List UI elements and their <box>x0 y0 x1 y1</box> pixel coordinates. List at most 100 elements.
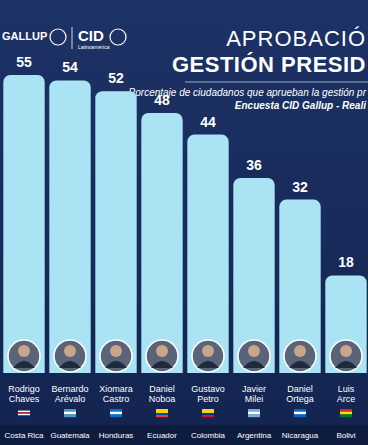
bar <box>141 113 182 373</box>
flags <box>18 409 352 417</box>
tick-label: DanielOrtega <box>286 384 314 404</box>
tick-label: RodrigoChaves <box>8 384 40 404</box>
portraits <box>8 340 362 372</box>
data-labels: 55 54 52 48 44 36 32 18 <box>16 54 354 270</box>
flag-stripe <box>294 412 306 415</box>
bar <box>325 275 366 373</box>
flag-stripe <box>18 412 30 414</box>
tick: GustavoPetro <box>191 384 225 404</box>
flag-stripe <box>202 413 214 415</box>
country-label: Nicaragua <box>282 431 319 440</box>
portrait-face <box>248 345 260 357</box>
country-label: Costa Rica <box>4 431 44 440</box>
flag-stripe <box>18 411 30 413</box>
portrait-body <box>59 361 81 368</box>
chart: GALLUP CIDLatinoamérica APROBACIÓGESTIÓN P… <box>0 0 368 445</box>
portrait-body <box>289 361 311 368</box>
bar <box>279 200 320 373</box>
data-label: 18 <box>338 254 354 270</box>
data-label: 54 <box>62 59 78 75</box>
data-label: 55 <box>16 54 32 70</box>
flag-stripe <box>64 414 76 417</box>
tick: DanielOrtega <box>286 384 314 404</box>
flag-stripe <box>110 409 122 412</box>
data-label: 52 <box>108 70 124 86</box>
title: GESTIÓN PRESID <box>172 52 366 77</box>
logo-globe <box>110 29 126 45</box>
subtitle: Encuesta CID Gallup - Reali <box>235 100 366 111</box>
flag-stripe <box>156 413 168 415</box>
country-label: Colombia <box>191 431 225 440</box>
portrait <box>146 340 178 372</box>
portrait <box>192 340 224 372</box>
title: APROBACIÓ <box>226 26 366 51</box>
portrait-body <box>197 361 219 368</box>
data-label: 32 <box>292 179 308 195</box>
flag-stripe <box>202 411 214 413</box>
flag-stripe <box>294 409 306 412</box>
bar <box>3 75 44 373</box>
portrait-face <box>202 345 214 357</box>
logo-divider <box>72 27 73 49</box>
portrait <box>330 340 362 372</box>
logo-text: CID <box>78 27 104 44</box>
tick: JavierMilei <box>242 384 266 404</box>
background <box>0 0 368 445</box>
flag-stripe <box>156 411 168 413</box>
portrait-body <box>13 361 35 368</box>
flag-stripe <box>110 412 122 415</box>
tick-label: JavierMilei <box>242 384 266 404</box>
flag-stripe <box>64 412 76 415</box>
portrait <box>284 340 316 372</box>
country-strip <box>0 425 368 445</box>
flag-stripe <box>340 412 352 415</box>
country-label: Honduras <box>99 431 134 440</box>
portrait-face <box>64 345 76 357</box>
flag-stripe <box>18 409 30 411</box>
country-label: Ecuador <box>147 431 177 440</box>
country-label: Bolivi <box>336 431 355 440</box>
logo-text: Latinoamérica <box>78 44 110 50</box>
portrait-face <box>110 345 122 357</box>
tick-label: DanielNoboa <box>149 384 176 404</box>
tick: LuisArce <box>337 384 356 404</box>
portrait <box>54 340 86 372</box>
tick-label: XiomaraCastro <box>99 384 133 404</box>
flag-stripe <box>156 415 168 417</box>
bars <box>3 75 366 373</box>
data-label: 48 <box>154 92 170 108</box>
data-label: 36 <box>246 157 262 173</box>
flag-stripe <box>248 409 260 412</box>
portrait-body <box>335 361 357 368</box>
tick: RodrigoChaves <box>8 384 40 404</box>
portrait-face <box>18 345 30 357</box>
flag-stripe <box>340 414 352 417</box>
portrait-face <box>340 345 352 357</box>
portrait <box>100 340 132 372</box>
title-rule <box>185 82 368 83</box>
tick: BernardoArévalo <box>51 384 88 404</box>
portrait-body <box>243 361 265 368</box>
portrait-face <box>156 345 168 357</box>
tick-label: GustavoPetro <box>191 384 225 404</box>
portrait-body <box>151 361 173 368</box>
portrait <box>238 340 270 372</box>
country-label: Argentina <box>237 431 272 440</box>
data-label: 44 <box>200 114 216 130</box>
flag-stripe <box>202 415 214 417</box>
bar <box>49 80 90 373</box>
logo-globe <box>50 29 66 45</box>
bar <box>95 91 136 373</box>
logo-text: GALLUP <box>2 30 47 42</box>
flag-stripe <box>294 414 306 417</box>
flag-stripe <box>248 412 260 415</box>
bar <box>187 135 228 373</box>
flag-stripe <box>156 409 168 411</box>
flag-stripe <box>110 414 122 417</box>
x-axis: RodrigoChaves BernardoArévalo XiomaraCastr… <box>2 384 368 404</box>
flag-stripe <box>248 414 260 417</box>
tick: XiomaraCastro <box>99 384 133 404</box>
tick: DanielNoboa <box>149 384 176 404</box>
flag-stripe <box>202 409 214 411</box>
flag-stripe <box>64 409 76 412</box>
